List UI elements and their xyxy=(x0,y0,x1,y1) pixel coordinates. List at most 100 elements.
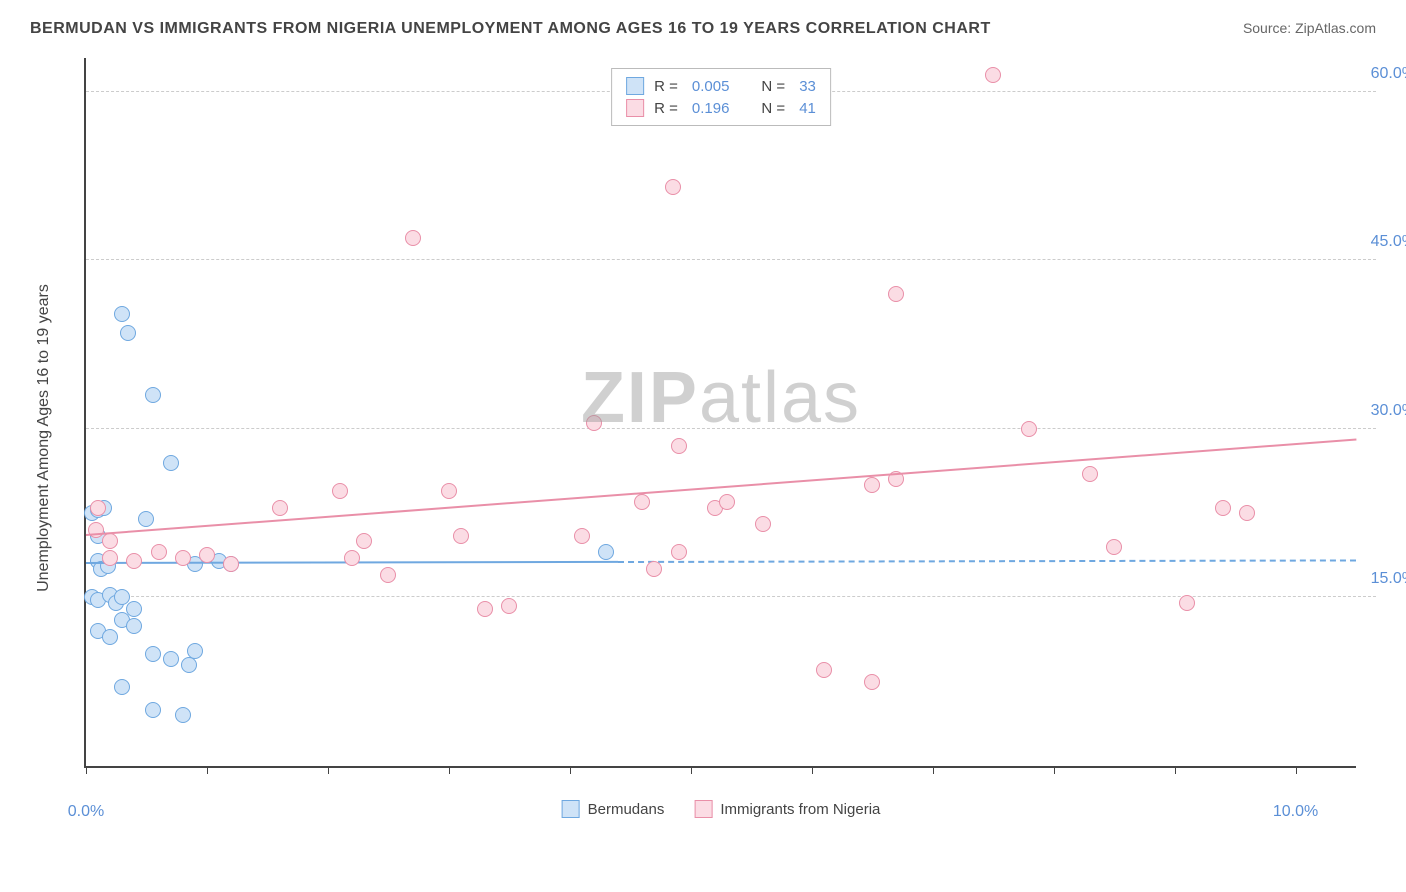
legend-item: Immigrants from Nigeria xyxy=(694,800,880,818)
data-point xyxy=(671,544,687,560)
legend-swatch-icon xyxy=(694,800,712,818)
data-point xyxy=(1082,466,1098,482)
r-label: R = xyxy=(654,78,678,95)
data-point xyxy=(1021,421,1037,437)
data-point xyxy=(574,528,590,544)
data-point xyxy=(332,483,348,499)
data-point xyxy=(1106,539,1122,555)
data-point xyxy=(187,643,203,659)
data-point xyxy=(223,556,239,572)
legend-label: Bermudans xyxy=(588,801,665,818)
data-point xyxy=(586,415,602,431)
r-label: R = xyxy=(654,100,678,117)
legend-swatch-icon xyxy=(562,800,580,818)
legend-swatch-icon xyxy=(626,77,644,95)
xtick xyxy=(86,766,87,774)
data-point xyxy=(453,528,469,544)
data-point xyxy=(145,646,161,662)
legend-stats-row: R = 0.005 N = 33 xyxy=(626,75,816,97)
data-point xyxy=(151,544,167,560)
data-point xyxy=(175,707,191,723)
ytick-label: 30.0% xyxy=(1371,402,1406,420)
data-point xyxy=(816,662,832,678)
xtick xyxy=(812,766,813,774)
data-point xyxy=(441,483,457,499)
yaxis-title: Unemployment Among Ages 16 to 19 years xyxy=(35,284,53,592)
xtick xyxy=(1296,766,1297,774)
chart-title: BERMUDAN VS IMMIGRANTS FROM NIGERIA UNEM… xyxy=(30,20,991,38)
trend-line xyxy=(618,559,1356,563)
data-point xyxy=(755,516,771,532)
data-point xyxy=(272,500,288,516)
data-point xyxy=(102,550,118,566)
data-point xyxy=(477,601,493,617)
xtick xyxy=(207,766,208,774)
data-point xyxy=(145,387,161,403)
n-label: N = xyxy=(761,78,785,95)
legend-label: Immigrants from Nigeria xyxy=(720,801,880,818)
header: BERMUDAN VS IMMIGRANTS FROM NIGERIA UNEM… xyxy=(30,20,1376,38)
data-point xyxy=(126,553,142,569)
n-label: N = xyxy=(761,100,785,117)
data-point xyxy=(598,544,614,560)
legend-series: Bermudans Immigrants from Nigeria xyxy=(562,800,881,818)
data-point xyxy=(864,674,880,690)
n-value: 33 xyxy=(799,78,816,95)
data-point xyxy=(114,679,130,695)
data-point xyxy=(646,561,662,577)
data-point xyxy=(126,618,142,634)
xtick-label: 10.0% xyxy=(1273,803,1318,821)
n-value: 41 xyxy=(799,100,816,117)
data-point xyxy=(380,567,396,583)
data-point xyxy=(888,286,904,302)
ytick-label: 45.0% xyxy=(1371,233,1406,251)
xtick xyxy=(570,766,571,774)
data-point xyxy=(163,455,179,471)
xtick xyxy=(1175,766,1176,774)
legend-item: Bermudans xyxy=(562,800,665,818)
watermark: ZIPatlas xyxy=(581,357,861,439)
xtick xyxy=(933,766,934,774)
data-point xyxy=(356,533,372,549)
data-point xyxy=(1239,505,1255,521)
ytick-label: 60.0% xyxy=(1371,65,1406,83)
legend-stats: R = 0.005 N = 33 R = 0.196 N = 41 xyxy=(611,68,831,126)
data-point xyxy=(1179,595,1195,611)
data-point xyxy=(665,179,681,195)
data-point xyxy=(102,629,118,645)
watermark-light: atlas xyxy=(699,358,861,438)
data-point xyxy=(634,494,650,510)
legend-swatch-icon xyxy=(626,99,644,117)
trend-line xyxy=(86,438,1356,536)
plot-area: ZIPatlas R = 0.005 N = 33 R = 0.196 N = xyxy=(84,58,1356,768)
data-point xyxy=(671,438,687,454)
data-point xyxy=(163,651,179,667)
data-point xyxy=(405,230,421,246)
data-point xyxy=(985,67,1001,83)
data-point xyxy=(138,511,154,527)
data-point xyxy=(501,598,517,614)
chart-container: BERMUDAN VS IMMIGRANTS FROM NIGERIA UNEM… xyxy=(0,0,1406,892)
source-label: Source: ZipAtlas.com xyxy=(1243,20,1376,36)
data-point xyxy=(102,533,118,549)
ytick-label: 15.0% xyxy=(1371,570,1406,588)
xtick xyxy=(449,766,450,774)
data-point xyxy=(114,306,130,322)
xtick xyxy=(691,766,692,774)
gridline xyxy=(86,428,1376,429)
data-point xyxy=(175,550,191,566)
data-point xyxy=(90,500,106,516)
data-point xyxy=(719,494,735,510)
data-point xyxy=(145,702,161,718)
legend-stats-row: R = 0.196 N = 41 xyxy=(626,97,816,119)
r-value: 0.005 xyxy=(692,78,730,95)
xtick-label: 0.0% xyxy=(68,803,104,821)
data-point xyxy=(199,547,215,563)
data-point xyxy=(120,325,136,341)
data-point xyxy=(1215,500,1231,516)
chart-area: Unemployment Among Ages 16 to 19 years Z… xyxy=(36,48,1376,828)
r-value: 0.196 xyxy=(692,100,730,117)
xtick xyxy=(1054,766,1055,774)
gridline xyxy=(86,259,1376,260)
data-point xyxy=(344,550,360,566)
